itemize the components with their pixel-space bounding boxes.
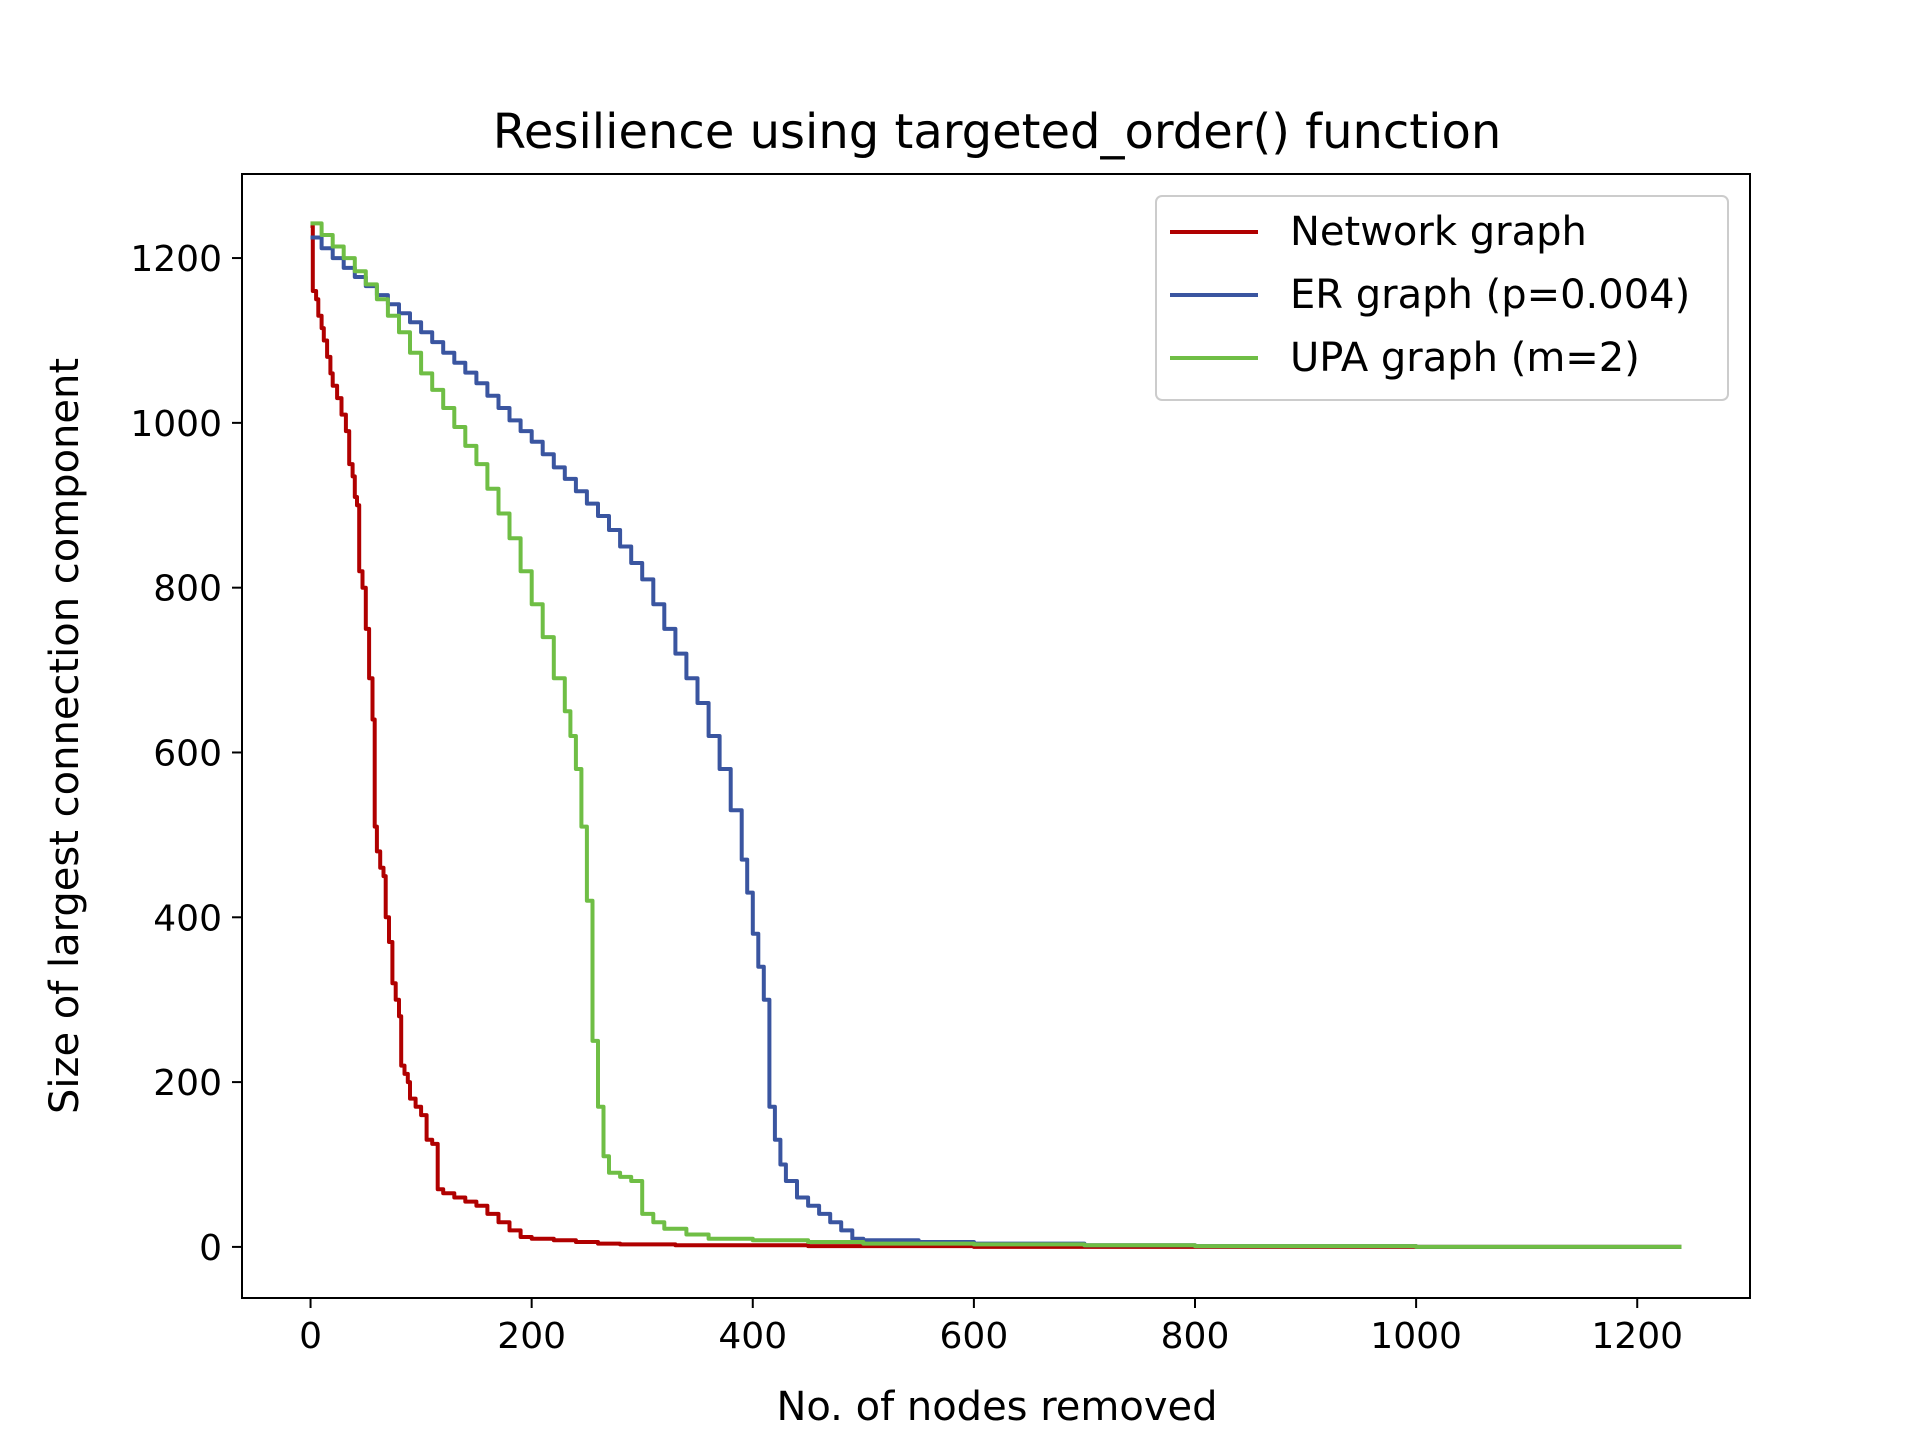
x-tick-label: 0 [299,1316,322,1357]
x-tick-label: 600 [940,1316,1009,1357]
y-tick-label: 400 [153,898,222,939]
y-tick-label: 600 [153,733,222,774]
legend-frame [1155,195,1729,401]
y-axis-label: Size of largest connection component [42,358,88,1114]
y-tick-label: 800 [153,569,222,610]
x-tick-label: 800 [1161,1316,1230,1357]
x-axis-label: No. of nodes removed [776,1384,1217,1430]
x-tick-label: 1000 [1370,1316,1462,1357]
chart-title: Resilience using targeted_order() functi… [493,104,1502,160]
y-axis: 0 200 400 600 800 1000 1200 [130,239,242,1269]
x-tick-label: 400 [718,1316,787,1357]
x-tick-label: 200 [497,1316,566,1357]
series-line-upa-graph [310,221,1682,1249]
x-tick-label: 1200 [1591,1316,1683,1357]
y-tick-label: 0 [199,1228,222,1269]
series-line-er-graph [310,235,1682,1249]
series-layer [310,221,1682,1249]
series-line-network-graph [310,223,1682,1249]
x-axis: 0 200 400 600 800 1000 1200 [299,1298,1683,1357]
legend-label-upa: UPA graph (m=2) [1290,335,1640,381]
y-tick-label: 200 [153,1063,222,1104]
y-tick-label: 1000 [130,404,222,445]
y-tick-label: 1200 [130,239,222,280]
legend-label-network: Network graph [1290,209,1587,255]
legend: Network graph ER graph (p=0.004) UPA gra… [1155,195,1729,401]
legend-label-er: ER graph (p=0.004) [1290,272,1690,318]
plot-frame [241,173,1751,1299]
